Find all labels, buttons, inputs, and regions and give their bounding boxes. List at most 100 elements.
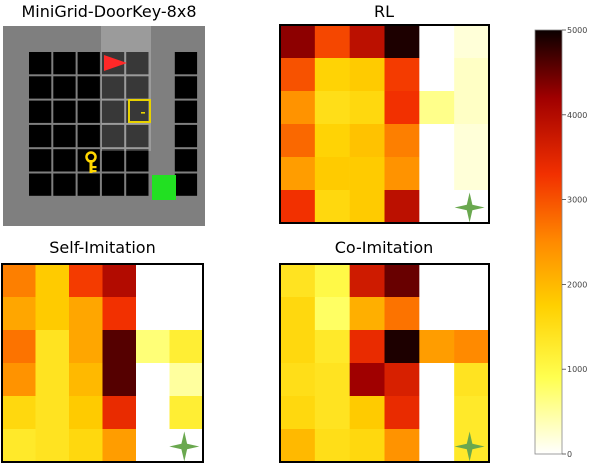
heatmap-cell (454, 91, 490, 125)
agent-triangle-icon (104, 55, 127, 71)
heatmap-cell (280, 25, 316, 59)
heatmap-cell (136, 429, 170, 463)
heatmap-cell (169, 264, 204, 298)
heatmap-cell (454, 157, 490, 191)
colorbar-tick-label: 3000 (567, 196, 587, 205)
heatmap-cell (280, 91, 316, 125)
colorbar-tick-label: 5000 (567, 26, 587, 35)
env-floor-tile (126, 124, 149, 148)
heatmap-cell (280, 124, 316, 158)
heatmap-cell (419, 297, 455, 331)
heatmap-cell (419, 429, 455, 463)
heatmap-frame (279, 24, 490, 224)
heatmap-cell (419, 25, 455, 59)
heatmap-cell (454, 330, 490, 364)
door-handle-icon (141, 112, 145, 114)
colorbar-tick-label: 4000 (567, 111, 587, 120)
env-floor-tile (174, 124, 198, 148)
heatmap-cell (384, 330, 420, 364)
colorbar-ticks: 0 1000 2000 3000 4000 5000 (562, 26, 587, 459)
env-floor-tile (101, 100, 125, 123)
heatmap-cell (454, 264, 490, 298)
env-floor-tile (174, 76, 198, 99)
heatmap-cell (419, 330, 455, 364)
heatmap-cell (314, 396, 350, 430)
env-floor-tile (29, 76, 52, 99)
heatmap-cell (35, 297, 70, 331)
heatmap-cell (314, 429, 350, 463)
heatmap-cell (102, 297, 137, 331)
heatmap-cell (384, 264, 420, 298)
minigrid-env-panel (3, 26, 205, 226)
heatmap-cell (314, 157, 350, 191)
heatmap-cell (419, 91, 455, 125)
heatmap-cell (69, 363, 103, 397)
env-floor-tile (29, 124, 52, 148)
colorbar-tick-label: 2000 (567, 280, 587, 289)
heatmap-cell (280, 190, 316, 224)
heatmap-cell (384, 190, 420, 224)
heatmap-cell (349, 58, 385, 92)
heatmap-cell (169, 330, 204, 364)
heatmap-cell (454, 297, 490, 331)
heatmap-cell (314, 330, 350, 364)
heatmap-cell (384, 25, 420, 59)
heatmap-cell (102, 330, 137, 364)
heatmap-cell (384, 429, 420, 463)
env-floor-tile (29, 100, 52, 123)
heatmap-cell (384, 297, 420, 331)
goal-star-icon (169, 431, 200, 462)
heatmap-cell (349, 157, 385, 191)
heatmap-cell (2, 363, 36, 397)
env-floor-tile (126, 52, 149, 75)
co-imitation-title: Co-Imitation (334, 238, 434, 257)
heatmap-cell (136, 396, 170, 430)
env-floor-tile (101, 173, 125, 196)
env-floor-tile (77, 52, 100, 75)
env-floor-tile (174, 149, 198, 172)
rl-heatmap (279, 24, 490, 224)
heatmap-cell (280, 157, 316, 191)
heatmap-cell (169, 396, 204, 430)
heatmap-cell (349, 396, 385, 430)
heatmap-cell (454, 25, 490, 59)
heatmap-cell (136, 330, 170, 364)
heatmap-cell (69, 330, 103, 364)
heatmap-cell (2, 297, 36, 331)
heatmap-cell (349, 190, 385, 224)
heatmap-cell (349, 124, 385, 158)
env-floor-tile (77, 124, 100, 148)
heatmap-cell (169, 297, 204, 331)
heatmap-cell (35, 264, 70, 298)
heatmap-cell (454, 58, 490, 92)
heatmap-cell (454, 124, 490, 158)
heatmap-cell (314, 297, 350, 331)
heatmap-cell (419, 157, 455, 191)
heatmap-cell (349, 297, 385, 331)
heatmap-cell (349, 330, 385, 364)
heatmap-cell (35, 429, 70, 463)
env-floor-tile (29, 52, 52, 75)
heatmap-cell (35, 330, 70, 364)
heatmap-cell (384, 58, 420, 92)
env-floor-tile (174, 100, 198, 123)
heatmap-cell (169, 363, 204, 397)
heatmap-cell (102, 396, 137, 430)
heatmap-cell (314, 58, 350, 92)
env-floor-tile (53, 52, 76, 75)
heatmap-cell (314, 91, 350, 125)
heatmap-cell (314, 363, 350, 397)
heatmap-cell (69, 396, 103, 430)
env-floor-tile (126, 100, 149, 123)
heatmap-cell (280, 429, 316, 463)
agent-view-highlight (101, 26, 151, 151)
heatmap-cell (419, 124, 455, 158)
heatmap-cell (314, 124, 350, 158)
heatmap-cell (280, 330, 316, 364)
env-floor-tile (126, 76, 149, 99)
heatmap-cell (419, 264, 455, 298)
heatmap-cell (102, 264, 137, 298)
env-floor-tile (53, 76, 76, 99)
heatmap-cell (349, 363, 385, 397)
env-floor-tile (77, 100, 100, 123)
